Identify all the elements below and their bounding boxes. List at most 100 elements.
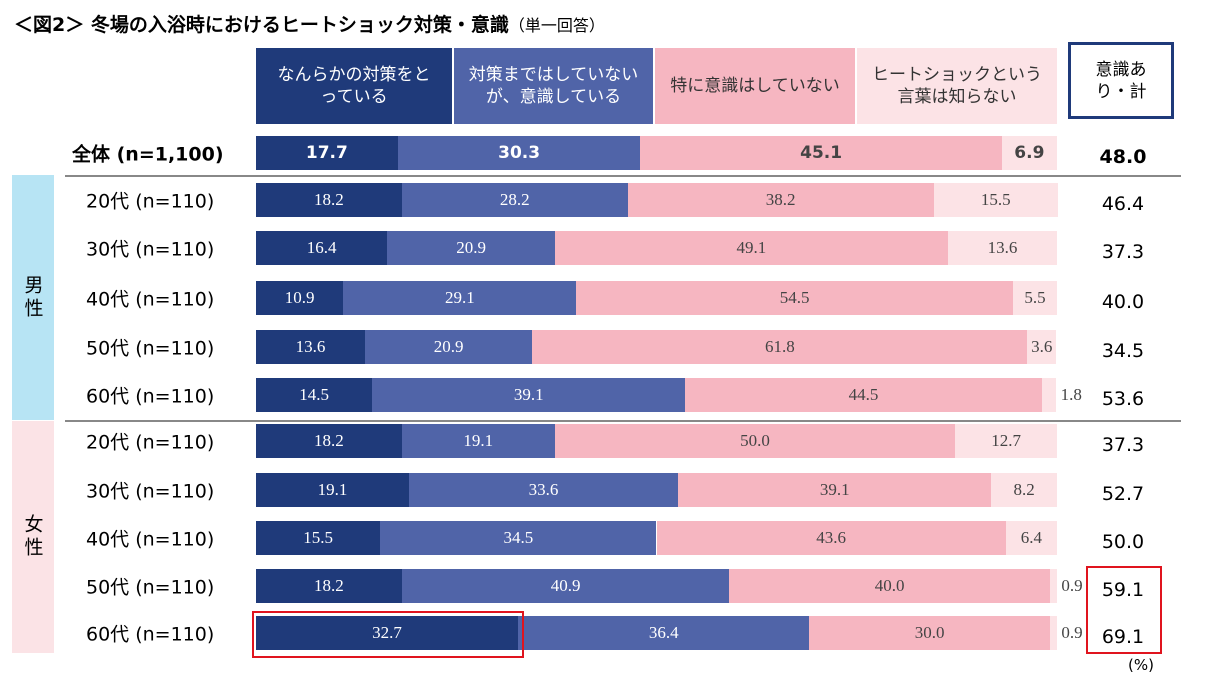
value-label: 8.2 [1013, 480, 1035, 499]
unit-label: (%) [1128, 656, 1154, 674]
bar [364, 330, 533, 364]
total-value: 48.0 [1099, 146, 1147, 168]
value-label: 34.5 [503, 528, 534, 547]
value-label: 39.1 [819, 480, 850, 499]
bar [1041, 378, 1057, 412]
group-label: 女性 [12, 421, 54, 653]
bar [685, 378, 1042, 412]
bar [1005, 521, 1057, 555]
bar [256, 378, 373, 412]
value-label: 49.1 [736, 238, 767, 257]
highlight-box [1086, 566, 1162, 654]
value-label: 30.0 [914, 623, 945, 642]
value-label: 1.8 [1060, 385, 1082, 404]
value-label: 16.4 [306, 238, 337, 257]
bar [554, 424, 956, 458]
value-label: 28.2 [499, 190, 530, 209]
value-label: 13.6 [987, 238, 1018, 257]
value-label: 19.1 [317, 480, 348, 499]
value-label: 10.9 [284, 288, 315, 307]
value-label: 29.1 [444, 288, 475, 307]
value-label: 12.7 [991, 431, 1021, 450]
bar [627, 183, 934, 217]
bar [948, 231, 1057, 265]
category-label: 50代 (n=110) [86, 337, 215, 360]
bar [955, 424, 1057, 458]
value-label: 61.8 [764, 337, 795, 356]
highlight-box [252, 611, 524, 658]
total-value: 59.1 [1101, 579, 1145, 601]
value-label: 19.1 [463, 431, 494, 450]
value-label: 36.4 [648, 623, 679, 642]
category-label: 20代 (n=110) [86, 190, 215, 213]
category-label: 40代 (n=110) [86, 288, 215, 311]
bar [401, 183, 628, 217]
total-value: 69.1 [1101, 626, 1145, 648]
category-label: 60代 (n=110) [86, 623, 215, 646]
bar [991, 473, 1057, 507]
bar [729, 569, 1050, 603]
legend-item: ヒートショックという言葉は知らない [857, 48, 1057, 124]
total-value: 53.6 [1101, 388, 1145, 410]
value-label: 13.6 [295, 337, 326, 356]
value-label: 15.5 [303, 528, 333, 547]
category-label: 60代 (n=110) [86, 385, 215, 408]
separator [65, 420, 1181, 422]
bar [532, 330, 1028, 364]
category-label: 50代 (n=110) [86, 576, 215, 599]
value-label: 30.3 [498, 143, 541, 163]
value-label: 20.9 [456, 238, 486, 257]
value-label: 40.9 [550, 576, 581, 595]
category-label: 40代 (n=110) [86, 528, 215, 551]
category-label: 20代 (n=110) [86, 431, 215, 454]
subtitle: （単一回答） [508, 16, 605, 35]
bar [256, 183, 402, 217]
bar [256, 616, 518, 650]
bar [256, 569, 402, 603]
bar [1027, 330, 1057, 364]
value-label: 33.6 [528, 480, 559, 499]
category-label: 30代 (n=110) [86, 480, 215, 503]
value-label: 20.9 [433, 337, 464, 356]
bar [1049, 569, 1057, 603]
legend-item: 特に意識はしていない [655, 48, 855, 124]
value-label: 6.4 [1020, 528, 1042, 547]
bar [256, 521, 381, 555]
bar [1001, 136, 1057, 170]
legend-item: 対策まではしていないが、意識している [454, 48, 653, 124]
bar [656, 521, 1006, 555]
bar [933, 183, 1058, 217]
value-label: 18.2 [314, 576, 344, 595]
value-label: 6.9 [1014, 143, 1045, 163]
bar [256, 424, 402, 458]
bar [372, 378, 686, 412]
bar [397, 136, 641, 170]
value-label: 17.7 [305, 143, 348, 163]
bar [401, 424, 555, 458]
value-label: 39.1 [513, 385, 544, 404]
legend-item: なんらかの対策をとっている [256, 48, 452, 124]
bar [576, 281, 1013, 315]
group-label: 男性 [12, 175, 54, 420]
value-label: 38.2 [765, 190, 796, 209]
bar [517, 616, 810, 650]
total-value: 40.0 [1101, 291, 1145, 313]
value-label: 32.7 [372, 623, 402, 642]
value-label: 50.0 [740, 431, 770, 450]
value-label: 14.5 [299, 385, 329, 404]
value-label: 3.6 [1031, 337, 1053, 356]
bar [408, 473, 679, 507]
bar [256, 330, 365, 364]
value-label: 44.5 [848, 385, 879, 404]
category-label: 全体 (n=1,100) [72, 143, 224, 166]
value-label: 18.2 [314, 190, 344, 209]
total-value: 37.3 [1101, 241, 1145, 263]
separator [65, 175, 1181, 177]
total-header: 意識あり・計 [1068, 42, 1174, 119]
value-label: 45.1 [800, 143, 843, 163]
value-label: 5.5 [1024, 288, 1046, 307]
total-value: 37.3 [1101, 434, 1145, 456]
total-value: 46.4 [1101, 193, 1145, 215]
bar [1012, 281, 1057, 315]
